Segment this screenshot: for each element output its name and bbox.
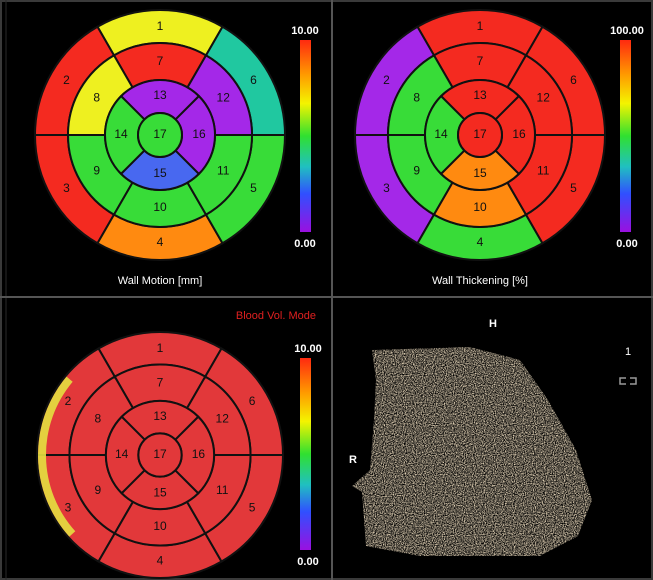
scale-max-label: 10.00: [294, 343, 322, 355]
segment-label: 9: [413, 164, 420, 178]
segment-label: 7: [157, 54, 164, 68]
segment-label: 16: [512, 127, 526, 141]
bullseye-viewer: H R 1 123456789101112131415161710.000.00…: [0, 0, 653, 580]
panel-title: Wall Motion [mm]: [118, 275, 203, 287]
segment-label: 8: [94, 411, 101, 425]
segment-label: 8: [93, 91, 100, 105]
segment-label: 1: [157, 19, 164, 33]
segment-label: 5: [570, 181, 577, 195]
orientation-label: R: [349, 454, 357, 466]
segment-label: 8: [413, 91, 420, 105]
segment-label: 16: [192, 127, 206, 141]
segment-label: 3: [63, 181, 70, 195]
segment-label: 2: [65, 394, 72, 408]
segment-label: 17: [153, 127, 167, 141]
segment-label: 2: [383, 73, 390, 87]
segment-label: 9: [93, 164, 100, 178]
panel-title: Wall Thickening [%]: [432, 275, 528, 287]
segment-label: 10: [153, 519, 167, 533]
segment-label: 14: [115, 447, 129, 461]
segment-label: 3: [65, 500, 72, 514]
segment-label: 13: [153, 88, 167, 102]
scale-min-label: 0.00: [297, 556, 318, 568]
segment-label: 6: [249, 394, 256, 408]
segment-label: 5: [249, 500, 256, 514]
segment-label: 12: [217, 91, 231, 105]
segment-label: 15: [153, 486, 167, 500]
segment-label: 7: [157, 375, 164, 389]
scale-min-label: 0.00: [616, 238, 637, 250]
color-scale: [300, 40, 311, 232]
segment-label: 4: [157, 553, 164, 567]
segment-label: 17: [153, 447, 167, 461]
orientation-label: H: [489, 318, 497, 330]
segment-label: 12: [216, 411, 230, 425]
segment-label: 13: [473, 88, 487, 102]
segment-label: 9: [94, 483, 101, 497]
mode-label: Blood Vol. Mode: [236, 310, 316, 322]
segment-label: 10: [153, 200, 167, 214]
segment-label: 1: [477, 19, 484, 33]
segment-label: 6: [250, 73, 257, 87]
segment-label: 17: [473, 127, 487, 141]
segment-label: 16: [192, 447, 206, 461]
segment-label: 5: [250, 181, 257, 195]
segment-label: 1: [157, 341, 164, 355]
color-scale: [620, 40, 631, 232]
segment-label: 11: [216, 483, 229, 497]
segment-label: 13: [153, 409, 167, 423]
segment-label: 6: [570, 73, 577, 87]
segment-label: 2: [63, 73, 70, 87]
segment-label: 14: [434, 127, 448, 141]
segment-label: 3: [383, 181, 390, 195]
segment-label: 11: [217, 164, 230, 178]
segment-label: 12: [537, 91, 551, 105]
scale-min-label: 0.00: [294, 238, 315, 250]
segment-label: 7: [477, 54, 484, 68]
scale-max-label: 10.00: [291, 25, 319, 37]
segment-label: 4: [157, 235, 164, 249]
segment-label: 10: [473, 200, 487, 214]
color-scale: [300, 358, 311, 550]
scale-max-label: 100.00: [610, 25, 644, 37]
segment-label: 11: [537, 164, 550, 178]
segment-label: 15: [473, 166, 487, 180]
segment-label: 4: [477, 235, 484, 249]
segment-label: 14: [114, 127, 128, 141]
segment-label: 15: [153, 166, 167, 180]
slice-index: 1: [625, 346, 631, 358]
